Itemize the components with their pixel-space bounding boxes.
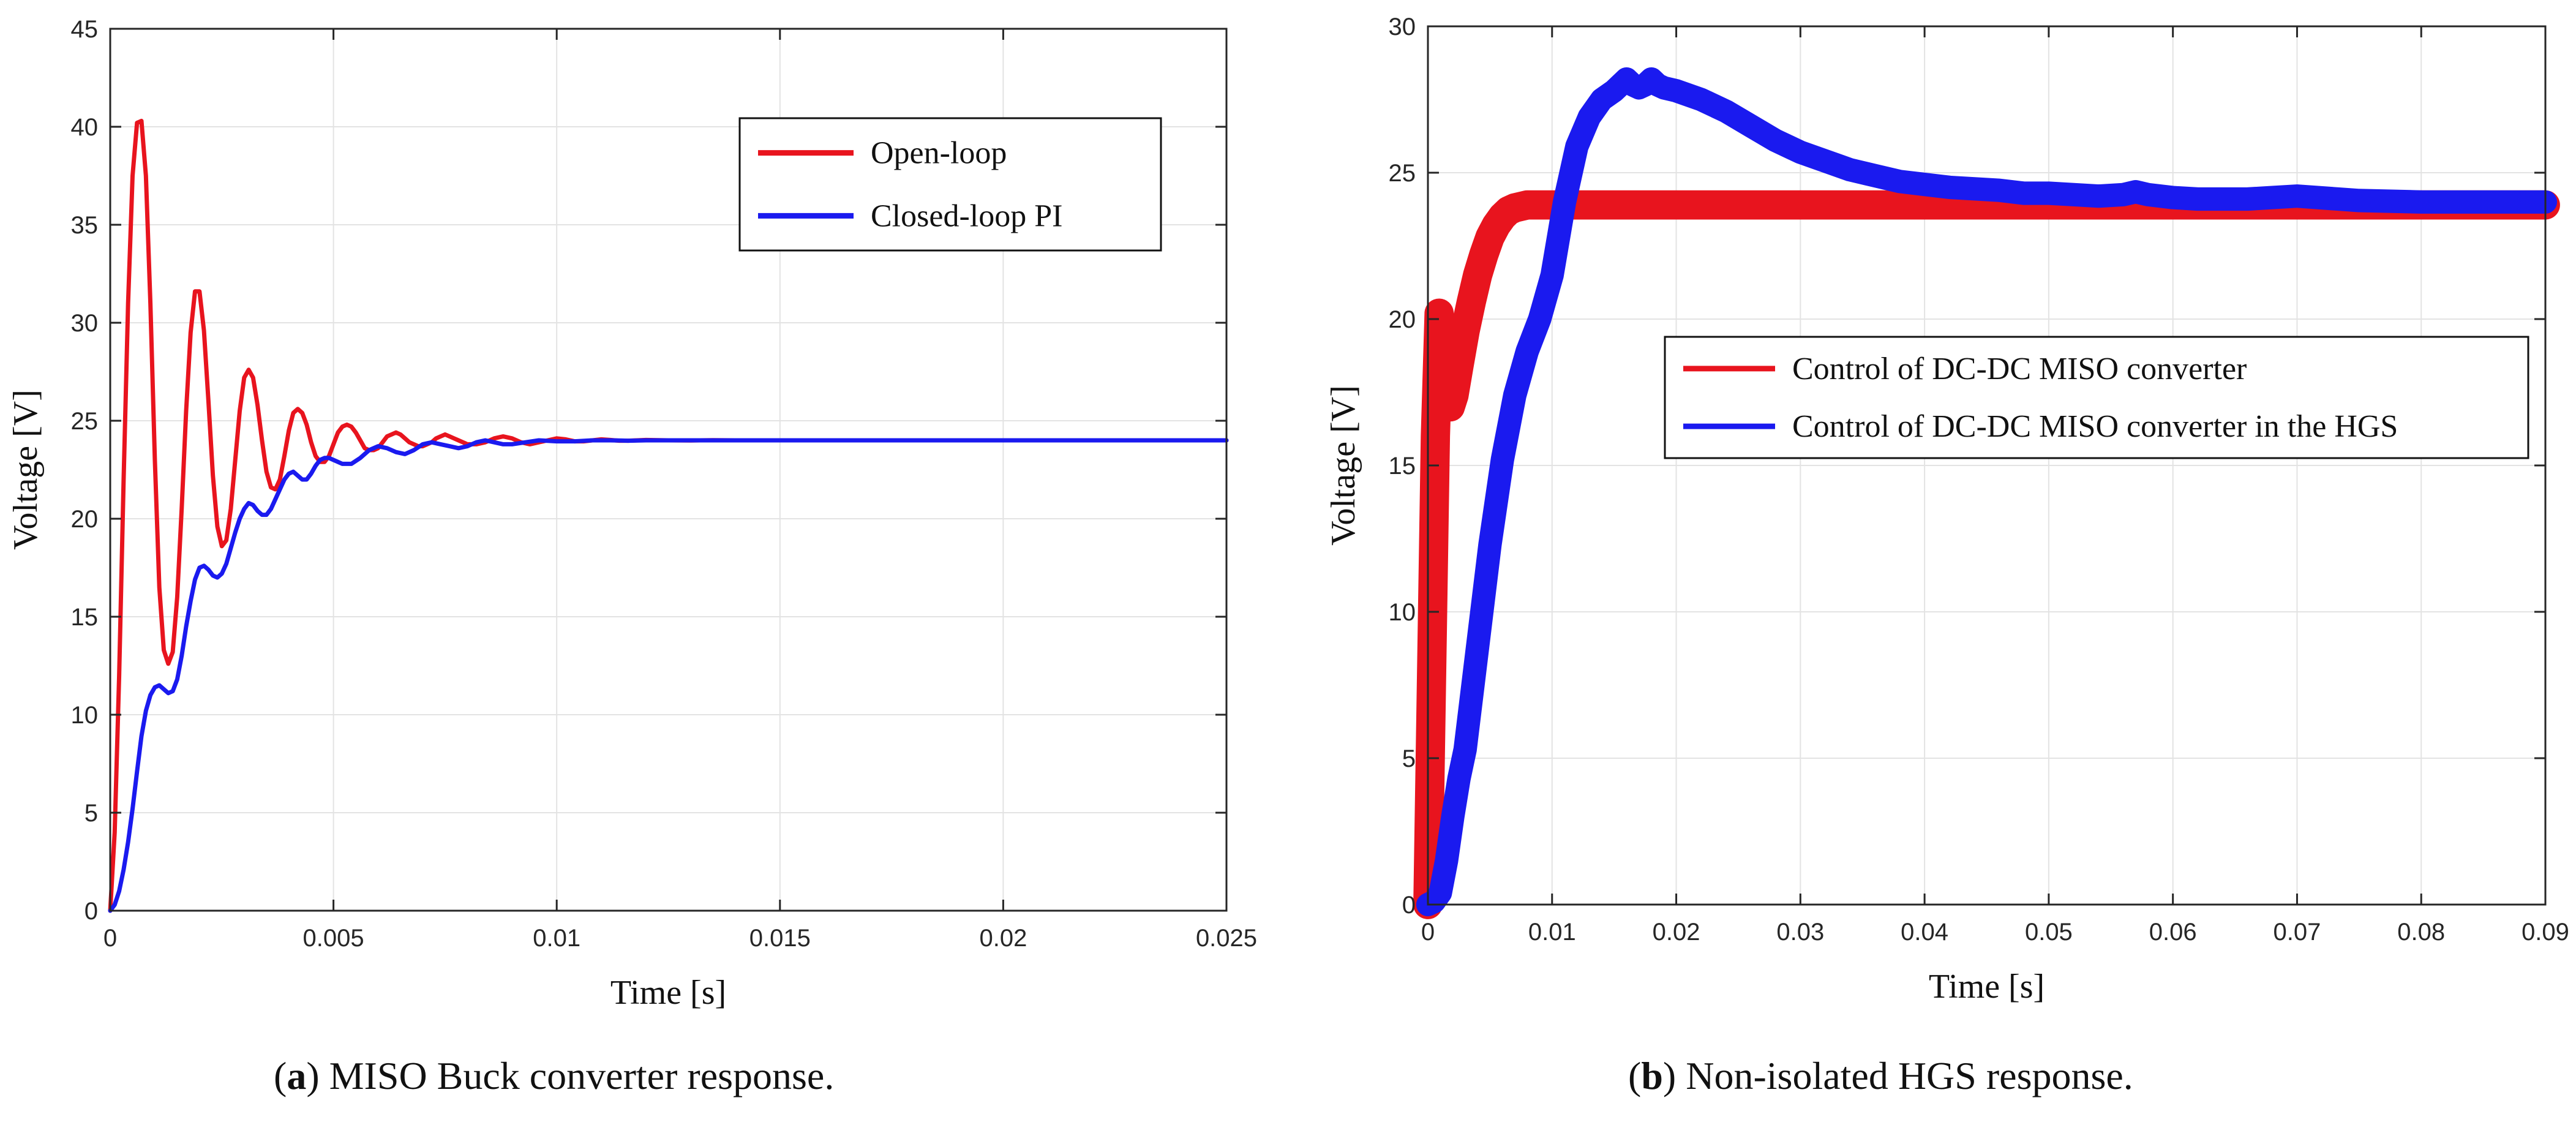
y-tick-label: 20: [71, 506, 99, 533]
y-tick-label: 0: [1402, 892, 1416, 919]
caption-a-open: (: [274, 1054, 287, 1097]
caption-b-close: ): [1662, 1054, 1677, 1097]
caption-a-close: ): [306, 1054, 320, 1097]
legend: Open-loop Closed-loop PI: [738, 117, 1162, 252]
x-tick-label: 0.07: [2274, 919, 2321, 946]
y-tick-label: 15: [1389, 453, 1416, 480]
x-axis-label: Time [s]: [1929, 968, 2045, 1006]
legend: Control of DC-DC MISO converter Control o…: [1664, 336, 2529, 459]
chart-panel-b: 0 0.01 0.02 0.03 0.04 0.05 0.06 0.07 0.08 0.09 0 5 1…: [1324, 13, 2569, 1006]
caption-a-text: MISO Buck converter response.: [319, 1054, 835, 1097]
legend-box: [738, 117, 1162, 252]
x-tick-label: 0.025: [1196, 925, 1257, 952]
y-tick-label: 10: [1389, 599, 1416, 626]
legend-label: Control of DC-DC MISO converter: [1792, 352, 2247, 386]
x-tick-label: 0.09: [2522, 919, 2569, 946]
y-tick-label: 5: [84, 800, 98, 827]
x-tick-label: 0.01: [533, 925, 580, 952]
x-axis-label: Time [s]: [610, 974, 726, 1012]
x-tick-label: 0.04: [1901, 919, 1948, 946]
caption-b: (b) Non-isolated HGS response.: [1628, 1053, 2133, 1099]
legend-label: Control of DC-DC MISO converter in the H…: [1792, 409, 2398, 444]
x-tick-label: 0.06: [2149, 919, 2197, 946]
series-line-closed-loop-pi: [108, 438, 1229, 913]
x-tick-label: 0.02: [1653, 919, 1700, 946]
y-tick-label: 40: [71, 114, 99, 141]
x-tick-label: 0.005: [303, 925, 364, 952]
caption-b-text: Non-isolated HGS response.: [1676, 1054, 2133, 1097]
x-tick-label: 0.08: [2397, 919, 2445, 946]
legend-label: Closed-loop PI: [871, 198, 1062, 233]
x-tick-label: 0: [1421, 919, 1435, 946]
x-tick-label: 0.01: [1528, 919, 1576, 946]
x-tick-label: 0.02: [979, 925, 1027, 952]
legend-label: Open-loop: [871, 136, 1007, 171]
y-tick-label: 25: [71, 408, 99, 435]
y-tick-label: 30: [71, 310, 99, 337]
series-line-control-of-dc-dc-miso-converter-in-the-hgs: [1416, 67, 2558, 917]
x-tick-label: 0: [103, 925, 117, 952]
y-tick-label: 45: [71, 16, 99, 43]
legend-box: [1664, 336, 2529, 459]
y-tick-label: 25: [1389, 160, 1416, 187]
x-tick-label: 0.05: [2025, 919, 2073, 946]
y-tick-label: 20: [1389, 306, 1416, 333]
y-tick-label: 10: [71, 702, 99, 729]
y-tick-label: 5: [1402, 745, 1416, 772]
caption-a: (a) MISO Buck converter response.: [274, 1053, 834, 1099]
y-axis-label: Voltage [V]: [1324, 385, 1362, 546]
y-tick-label: 35: [71, 212, 99, 239]
axes-box: [109, 28, 1228, 912]
caption-a-letter: a: [287, 1054, 307, 1097]
y-tick-label: 0: [84, 898, 98, 925]
caption-b-letter: b: [1641, 1054, 1663, 1097]
y-tick-label: 15: [71, 604, 99, 631]
caption-b-open: (: [1628, 1054, 1642, 1097]
y-tick-label: 30: [1389, 13, 1416, 40]
y-axis-label: Voltage [V]: [7, 390, 45, 550]
chart-panel-a: 0 0.005 0.01 0.015 0.02 0.025 0 5 10 15 20 25 30 35 40…: [7, 16, 1257, 1012]
x-tick-label: 0.03: [1776, 919, 1824, 946]
x-tick-label: 0.015: [749, 925, 811, 952]
series-line-control-of-dc-dc-miso-converter: [1413, 190, 2560, 919]
